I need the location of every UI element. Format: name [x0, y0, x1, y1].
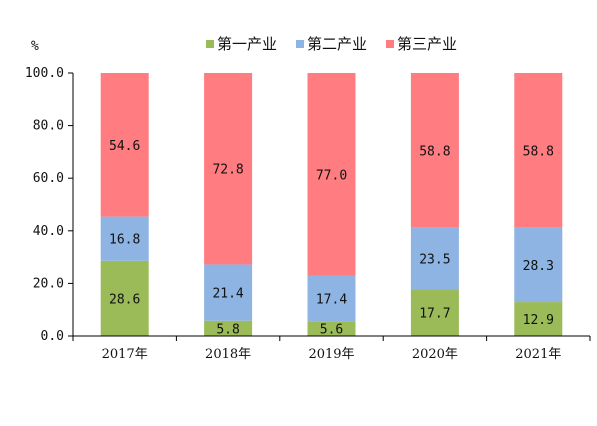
- bar-data-label: 58.8: [419, 144, 450, 159]
- y-axis: 0.0 20.0 40.0 60.0 80.0 100.0: [25, 66, 74, 344]
- y-tick-label: 40.0: [33, 224, 64, 239]
- x-tick-label: 2021年: [515, 347, 561, 362]
- legend-swatch: [296, 40, 304, 48]
- bars-group: [100, 73, 563, 336]
- legend-label: 第一产业: [217, 35, 277, 53]
- bar-data-label: 72.8: [212, 163, 243, 178]
- legend-label: 第二产业: [307, 35, 367, 53]
- bar-segment-3-2: [204, 73, 253, 265]
- x-axis: 2017年 2018年 2019年 2020年 2021年: [72, 335, 591, 362]
- bar-data-label: 77.0: [316, 168, 347, 183]
- x-tick-label: 2017年: [102, 347, 148, 362]
- bar-segment-3-1: [100, 73, 149, 217]
- bar-segment-3-5: [514, 73, 563, 228]
- y-tick-label: 0.0: [41, 329, 64, 344]
- y-tick-label: 80.0: [33, 119, 64, 134]
- bar-segment-3-3: [307, 73, 356, 276]
- y-tick-label: 60.0: [33, 171, 64, 186]
- bar-data-label: 23.5: [419, 253, 450, 268]
- x-tick-label: 2019年: [308, 347, 354, 362]
- bar-segment-1-4: [410, 289, 459, 336]
- x-tick-label: 2018年: [205, 347, 251, 362]
- bar-segment-2-2: [204, 264, 253, 321]
- legend-swatch: [386, 40, 394, 48]
- legend: 第一产业 第二产业 第三产业: [206, 35, 457, 53]
- bar-data-label: 17.4: [316, 292, 347, 307]
- bar-segment-1-5: [514, 302, 563, 336]
- bar-segment-2-5: [514, 227, 563, 303]
- bar-data-label: 16.8: [109, 233, 140, 248]
- bar-data-label: 5.6: [320, 323, 343, 338]
- legend-label: 第三产业: [397, 35, 457, 53]
- bar-data-label: 28.3: [523, 259, 554, 274]
- bar-segment-1-1: [100, 260, 149, 336]
- bar-segment-2-1: [100, 216, 149, 261]
- y-tick-label: 100.0: [25, 66, 64, 81]
- bar-segment-1-3: [307, 321, 356, 336]
- bar-segment-2-4: [410, 227, 459, 290]
- bar-data-label: 21.4: [212, 287, 243, 302]
- bar-data-label: 58.8: [523, 144, 554, 159]
- y-tick-label: 20.0: [33, 276, 64, 291]
- y-axis-unit-label: %: [31, 39, 39, 54]
- bar-data-label: 54.6: [109, 139, 140, 154]
- x-tick-label: 2020年: [412, 347, 458, 362]
- bar-segment-1-2: [204, 320, 253, 336]
- bar-data-label: 5.8: [216, 322, 239, 337]
- legend-swatch: [206, 40, 214, 48]
- bar-segment-2-3: [307, 275, 356, 322]
- bar-segment-3-4: [410, 73, 459, 228]
- bar-data-labels: 28.6 16.8 54.6 5.8 21.4 72.8 5.6 17.4 77.0 17.7 23…: [109, 139, 554, 338]
- bar-data-label: 12.9: [523, 313, 554, 328]
- bar-data-label: 28.6: [109, 292, 140, 307]
- bar-data-label: 17.7: [419, 307, 450, 322]
